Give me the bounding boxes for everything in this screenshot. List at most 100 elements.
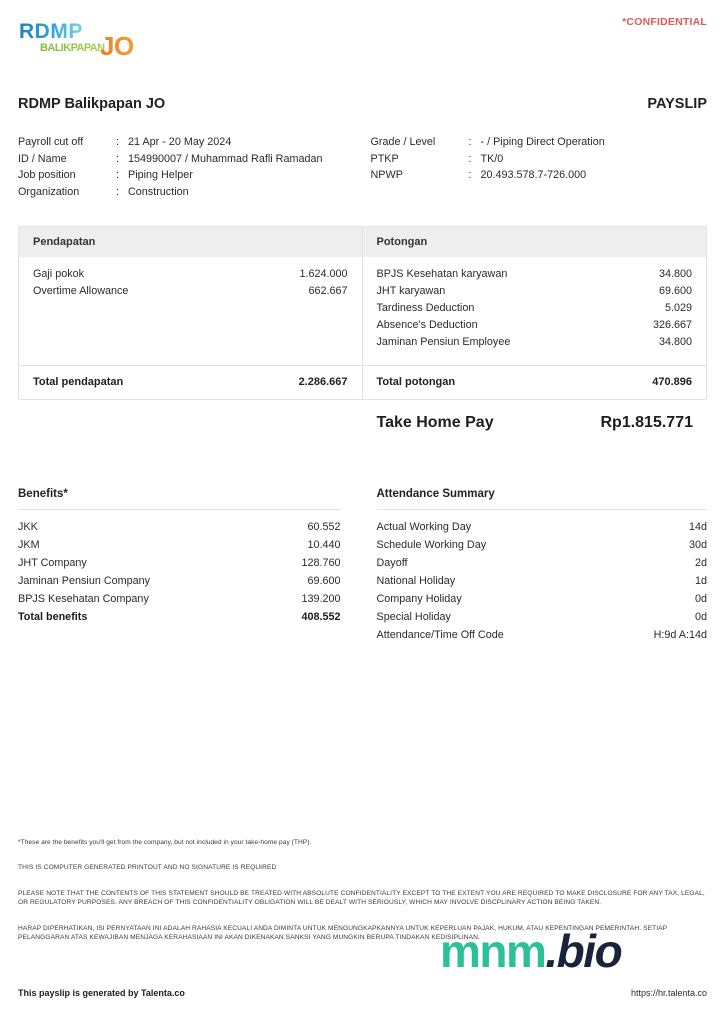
detail-colon: : [116, 136, 119, 148]
document-footer: This payslip is generated by Talenta.co … [18, 988, 707, 998]
attendance-divider [376, 509, 707, 510]
earnings-items: Gaji pokok 1.624.000 Overtime Allowance … [19, 257, 363, 365]
detail-colon: : [468, 169, 472, 181]
item-value: 128.760 [301, 557, 341, 569]
benefits-row: JKK 60.552 [18, 518, 341, 536]
deductions-row: JHT karyawan 69.600 [377, 283, 693, 300]
confidentiality-note-en: PLEASE NOTE THAT THE CONTENTS OF THIS ST… [18, 889, 705, 907]
total-amount: 470.896 [652, 376, 692, 388]
detail-value: 154990007 / Muhammad Rafli Ramadan [128, 152, 323, 165]
benefits-row: Jaminan Pensiun Company 69.600 [18, 572, 341, 590]
item-value: 14d [688, 521, 707, 533]
deductions-row: Absence's Deduction 326.667 [377, 317, 693, 334]
deductions-row: Tardiness Deduction 5.029 [377, 300, 693, 317]
item-amount: 5.029 [664, 302, 692, 314]
item-label: JKK [18, 521, 38, 533]
detail-label: NPWP [370, 169, 403, 181]
item-value: 30d [688, 539, 707, 551]
item-label: JHT karyawan [376, 285, 446, 297]
item-value: 1d [694, 575, 707, 587]
item-label: Company Holiday [376, 593, 462, 605]
detail-value: - / Piping Direct Operation [480, 136, 605, 148]
earnings-total: Total pendapatan 2.286.667 [19, 366, 363, 399]
attendance-row: Company Holiday 0d [377, 590, 708, 608]
benefits-total-row: Total benefits 408.552 [18, 608, 341, 626]
item-label: National Holiday [376, 575, 456, 587]
detail-label: Organization [18, 185, 80, 198]
benefits-row: JHT Company 128.760 [18, 554, 341, 572]
table-body: Gaji pokok 1.624.000 Overtime Allowance … [19, 257, 706, 365]
item-value: 139.200 [301, 593, 341, 605]
benefits-divider [18, 509, 341, 510]
attendance-row: National Holiday 1d [377, 572, 708, 590]
detail-value: 20.493.578.7-726.000 [480, 169, 587, 181]
attendance-row: Dayoff 2d [377, 554, 708, 572]
item-amount: 69.600 [658, 285, 692, 297]
detail-row: Grade / Level : - / Piping Direct Operat… [371, 134, 708, 151]
detail-label: Job position [18, 169, 76, 181]
attendance-panel: Attendance Summary Actual Working Day 14… [363, 488, 708, 644]
detail-colon: : [116, 152, 119, 165]
total-label: Total pendapatan [33, 376, 124, 388]
attendance-row: Special Holiday 0d [377, 608, 708, 626]
detail-label: PTKP [370, 152, 399, 165]
detail-label: ID / Name [18, 152, 67, 165]
svg-text:RDMP: RDMP [19, 20, 83, 43]
detail-label: Grade / Level [370, 136, 436, 148]
item-label: Special Holiday [376, 611, 451, 623]
item-value: H:9d A:14d [653, 629, 707, 641]
detail-value: Construction [128, 185, 189, 198]
detail-row: Payroll cut off : 21 Apr - 20 May 2024 [18, 134, 363, 151]
item-label: Actual Working Day [376, 521, 472, 533]
take-home-pay-label: Take Home Pay [376, 414, 494, 431]
rdmp-balikpapan-jo-logo: RDMP BALIKPAPAN JO [18, 18, 168, 64]
item-value: 69.600 [307, 575, 341, 587]
item-label: Jaminan Pensiun Company [18, 575, 151, 587]
table-header-row: Pendapatan Potongan [19, 227, 706, 257]
attendance-row: Actual Working Day 14d [377, 518, 708, 536]
take-home-pay-value: Rp1.815.771 [600, 414, 693, 431]
deductions-total: Total potongan 470.896 [363, 366, 707, 399]
item-label: Gaji pokok [33, 268, 85, 280]
total-label: Total benefits [18, 611, 88, 623]
detail-row: Job position : Piping Helper [18, 167, 363, 184]
employee-details-left: Payroll cut off : 21 Apr - 20 May 2024 I… [18, 134, 363, 200]
item-value: 0d [694, 611, 707, 623]
item-label: Overtime Allowance [33, 285, 129, 297]
benefits-panel: Benefits* JKK 60.552 JKM 10.440 JHT Comp… [18, 488, 363, 644]
deductions-row: BPJS Kesehatan karyawan 34.800 [377, 266, 693, 283]
item-label: Attendance/Time Off Code [376, 629, 504, 641]
attendance-row: Schedule Working Day 30d [377, 536, 708, 554]
document-type-label: PAYSLIP [647, 96, 707, 112]
attendance-row: Attendance/Time Off Code H:9d A:14d [377, 626, 708, 644]
employee-details: Payroll cut off : 21 Apr - 20 May 2024 I… [18, 134, 707, 200]
benefits-attendance-section: Benefits* JKK 60.552 JKM 10.440 JHT Comp… [18, 488, 707, 644]
item-label: Schedule Working Day [376, 539, 487, 551]
detail-colon: : [468, 152, 472, 165]
take-home-pay: Take Home Pay Rp1.815.771 [363, 400, 708, 432]
item-amount: 34.800 [658, 336, 692, 348]
item-value: 0d [694, 593, 707, 605]
employee-details-right: Grade / Level : - / Piping Direct Operat… [363, 134, 708, 200]
item-label: Tardiness Deduction [376, 302, 475, 314]
attendance-title: Attendance Summary [376, 488, 495, 500]
total-amount: 2.286.667 [298, 376, 348, 388]
document-title-row: RDMP Balikpapan JO PAYSLIP [18, 96, 707, 112]
detail-value: 21 Apr - 20 May 2024 [128, 136, 232, 148]
item-value: 10.440 [307, 539, 341, 551]
detail-label: Payroll cut off [18, 136, 84, 148]
detail-colon: : [468, 136, 472, 148]
total-value: 408.552 [301, 611, 341, 623]
svg-text:JO: JO [100, 31, 134, 61]
item-amount: 34.800 [658, 268, 692, 280]
company-name: RDMP Balikpapan JO [18, 96, 166, 112]
earnings-row: Gaji pokok 1.624.000 [33, 266, 348, 283]
detail-colon: : [116, 169, 119, 181]
talenta-url[interactable]: https://hr.talenta.co [630, 988, 707, 998]
generated-by-label: This payslip is generated by Talenta.co [18, 988, 185, 998]
computer-generated-note: THIS IS COMPUTER GENERATED PRINTOUT AND … [18, 864, 277, 872]
benefits-row: BPJS Kesehatan Company 139.200 [18, 590, 341, 608]
benefits-row: JKM 10.440 [18, 536, 341, 554]
item-label: Jaminan Pensiun Employee [376, 336, 511, 348]
